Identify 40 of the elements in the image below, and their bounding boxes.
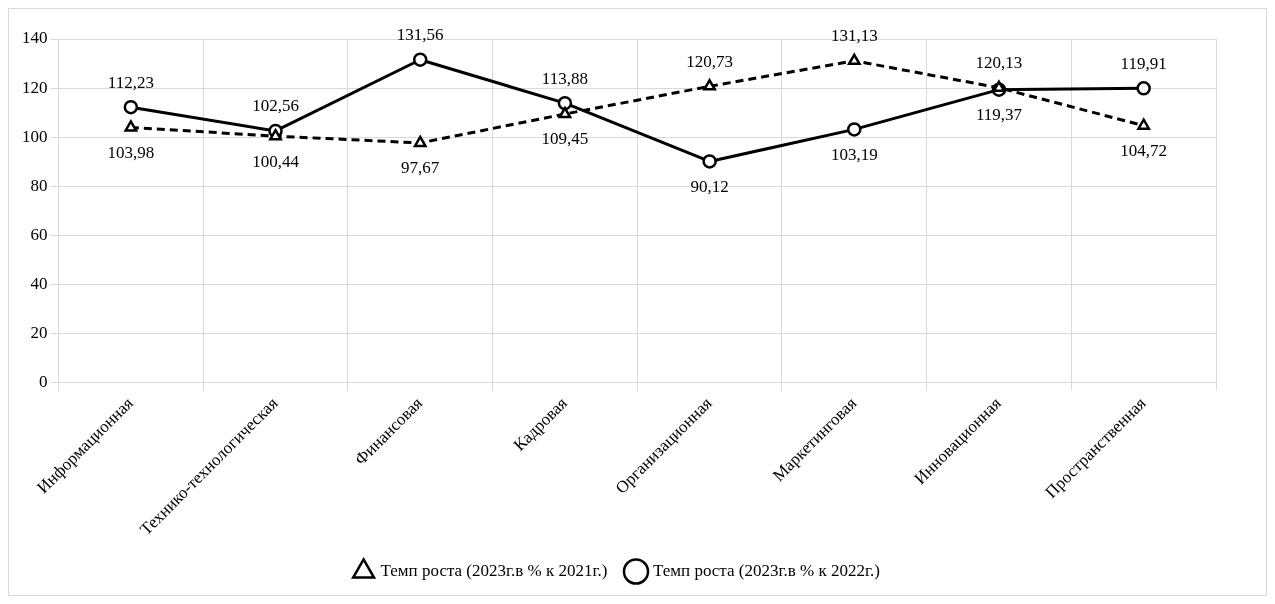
data-label: 120,73 (686, 51, 733, 71)
data-label: 120,13 (975, 53, 1023, 73)
point (702, 154, 717, 169)
y-tick-label: 80 (30, 175, 48, 195)
point (124, 120, 138, 132)
data-label: 104,72 (1120, 141, 1168, 161)
data-label: 102,56 (252, 96, 299, 116)
point (412, 52, 428, 67)
y-tick-label: 100 (22, 126, 48, 146)
data-label: 103,98 (107, 142, 155, 162)
point (123, 99, 139, 115)
y-tick-label: 120 (22, 77, 48, 97)
point (992, 80, 1006, 93)
data-label: 97,67 (401, 158, 440, 178)
data-label: 109,45 (541, 129, 589, 149)
y-tick-label: 0 (39, 372, 48, 392)
point (558, 106, 572, 119)
legend-label: Темп роста (2023г.в % к 2021г.) (380, 560, 608, 580)
data-label: 131,56 (396, 25, 444, 45)
data-label: 113,88 (541, 68, 588, 88)
point (847, 122, 862, 137)
data-label: 112,23 (107, 72, 154, 92)
point (1136, 81, 1151, 96)
point (557, 95, 573, 111)
y-tick-label: 140 (22, 28, 48, 48)
point (703, 79, 717, 91)
point (269, 128, 282, 141)
point (1137, 118, 1151, 130)
data-label: 103,19 (830, 144, 878, 164)
data-label: 131,13 (830, 26, 878, 46)
data-label: 119,91 (1120, 53, 1167, 73)
point (847, 53, 861, 66)
point (413, 135, 427, 148)
legend-label: Темп роста (2023г.в % к 2022г.) (653, 560, 880, 580)
data-label: 100,44 (252, 151, 300, 171)
data-label: 119,37 (975, 105, 1023, 125)
y-tick-label: 60 (30, 224, 48, 244)
y-tick-label: 20 (30, 323, 48, 343)
y-tick-label: 40 (30, 274, 48, 294)
data-label: 90,12 (690, 176, 729, 196)
